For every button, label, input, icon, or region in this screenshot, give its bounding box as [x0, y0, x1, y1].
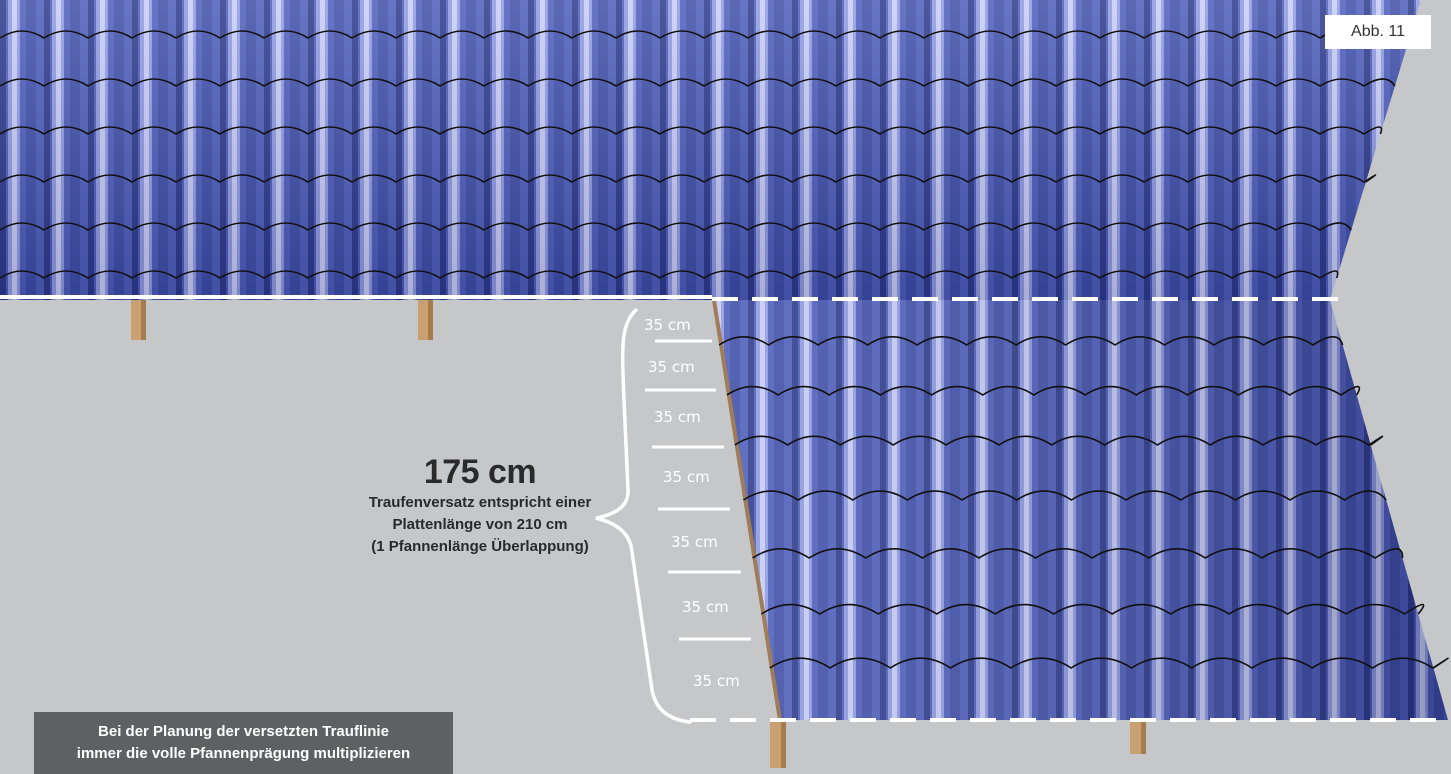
batten-right-2 [1130, 718, 1146, 754]
overhang-description-2: Plattenlänge von 210 cm [300, 514, 660, 536]
overhang-annotation: 175 cm Traufenversatz entspricht einer P… [300, 452, 660, 558]
segment-label: 35 cm [671, 533, 718, 551]
segment-label: 35 cm [644, 316, 691, 334]
planning-note: Bei der Planung der versetzten Trauflini… [34, 712, 453, 774]
batten-left-1 [131, 300, 146, 340]
segment-label: 35 cm [654, 408, 701, 426]
planning-note-line-1: Bei der Planung der versetzten Trauflini… [98, 721, 389, 743]
batten-left-2 [418, 300, 433, 340]
segment-label: 35 cm [663, 468, 710, 486]
overhang-description-3: (1 Pfannenlänge Überlappung) [300, 536, 660, 558]
segment-label: 35 cm [648, 358, 695, 376]
segment-label: 35 cm [693, 672, 740, 690]
batten-right-1 [770, 720, 786, 768]
figure-label: Abb. 11 [1325, 15, 1431, 49]
overhang-value: 175 cm [300, 452, 660, 492]
segment-label: 35 cm [682, 598, 729, 616]
planning-note-line-2: immer die volle Pfannenprägung multipliz… [77, 743, 410, 765]
overhang-description-1: Traufenversatz entspricht einer [300, 492, 660, 514]
